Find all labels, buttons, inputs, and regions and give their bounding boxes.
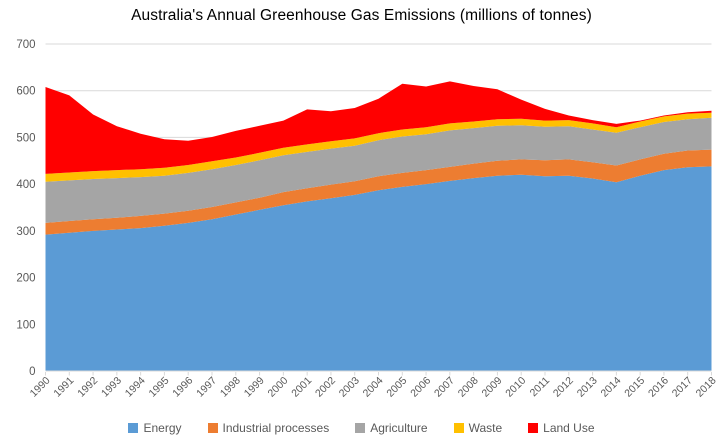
x-axis-label-1996: 1996: [170, 375, 195, 400]
legend-item-land-use: Land Use: [528, 421, 595, 435]
area-series-industrial-processes: [45, 149, 712, 235]
x-axis-label-1997: 1997: [194, 375, 219, 400]
x-axis-label-1990: 1990: [28, 375, 53, 400]
x-axis-label-2015: 2015: [622, 375, 647, 400]
legend-item-agriculture: Agriculture: [355, 421, 428, 435]
area-series-waste: [45, 112, 712, 182]
chart-title: Australia's Annual Greenhouse Gas Emissi…: [131, 7, 592, 24]
x-axis-label-1995: 1995: [147, 375, 172, 400]
x-axis-label-1994: 1994: [123, 375, 148, 400]
x-axis-label-2007: 2007: [432, 375, 457, 400]
y-axis-label-500: 500: [16, 132, 35, 144]
x-axis-label-2014: 2014: [599, 375, 624, 400]
legend-label-land-use: Land Use: [543, 421, 595, 435]
x-axis-label-2008: 2008: [456, 375, 481, 400]
legend-label-energy: Energy: [143, 421, 182, 435]
area-series-land-use: [45, 81, 712, 174]
y-axis-label-100: 100: [16, 319, 35, 331]
y-axis-label-600: 600: [16, 86, 35, 98]
x-axis-label-2002: 2002: [313, 375, 338, 400]
legend-swatch-industrial-processes-icon: [207, 423, 218, 433]
legend-label-industrial-processes: Industrial processes: [222, 421, 330, 435]
x-axis-label-2010: 2010: [503, 375, 528, 400]
x-axis-label-1991: 1991: [51, 375, 76, 400]
legend-item-energy: Energy: [128, 421, 182, 435]
legend-swatch-waste-icon: [453, 423, 464, 433]
x-axis-label-2011: 2011: [528, 375, 553, 400]
legend-label-waste: Waste: [468, 421, 503, 435]
x-axis-label-2016: 2016: [646, 375, 671, 400]
x-axis-label-2012: 2012: [551, 375, 576, 400]
y-axis-label-300: 300: [16, 226, 35, 238]
x-axis-label-1993: 1993: [99, 375, 124, 400]
x-axis-label-2017: 2017: [670, 375, 695, 400]
area-series-energy: [45, 166, 712, 371]
x-axis-label-2013: 2013: [575, 375, 600, 400]
legend-swatch-agriculture-icon: [355, 423, 366, 433]
legend-item-industrial-processes: Industrial processes: [207, 421, 330, 435]
legend-label-agriculture: Agriculture: [370, 421, 428, 435]
area-series-agriculture: [45, 117, 712, 223]
x-axis-label-2001: 2001: [289, 375, 314, 400]
legend-swatch-land-use-icon: [528, 423, 539, 433]
x-axis-label-1999: 1999: [242, 375, 267, 400]
x-axis-label-1998: 1998: [218, 375, 243, 400]
x-axis-label-2005: 2005: [384, 375, 409, 400]
x-axis-label-2009: 2009: [480, 375, 505, 400]
x-axis-label-2003: 2003: [337, 375, 362, 400]
x-axis-label-2004: 2004: [361, 375, 386, 400]
legend-swatch-energy-icon: [128, 423, 139, 433]
y-axis-label-0: 0: [29, 366, 35, 378]
chart-legend: Energy Industrial processes Agriculture Was…: [0, 421, 723, 435]
x-axis-label-2000: 2000: [266, 375, 291, 400]
y-axis-label-200: 200: [16, 273, 35, 285]
y-axis-label-700: 700: [16, 39, 35, 51]
y-axis-label-400: 400: [16, 179, 35, 191]
x-axis-label-2018: 2018: [694, 375, 719, 400]
x-axis-label-1992: 1992: [75, 375, 100, 400]
x-axis-label-2006: 2006: [408, 375, 433, 400]
legend-item-waste: Waste: [453, 421, 503, 435]
